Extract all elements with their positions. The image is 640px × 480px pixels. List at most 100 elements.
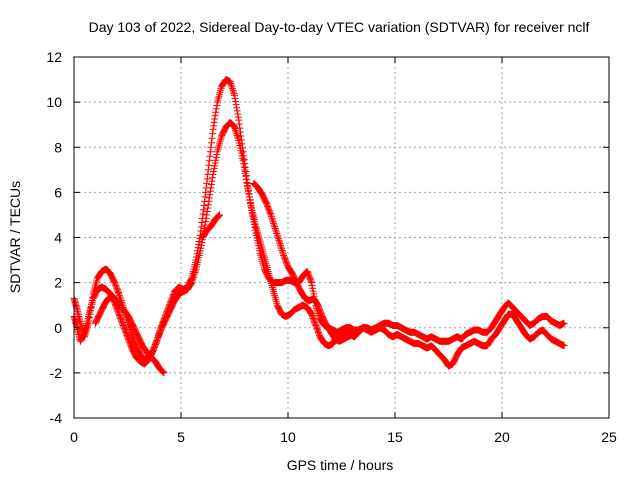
data-point: [234, 110, 242, 118]
data-point: [210, 122, 218, 130]
data-point: [188, 277, 196, 285]
data-point: [240, 163, 248, 171]
data-point: [211, 112, 219, 120]
data-point: [188, 279, 196, 287]
data-point: [209, 174, 217, 182]
data-point: [230, 90, 238, 98]
data-point: [207, 143, 215, 151]
x-tick-label: 0: [70, 429, 78, 445]
data-point: [209, 125, 217, 133]
data-point: [227, 80, 235, 88]
data-point: [235, 116, 243, 124]
data-point: [208, 177, 216, 185]
series-trace-a: [70, 76, 568, 363]
data-point: [274, 233, 282, 241]
data-point: [203, 208, 211, 216]
data-point: [160, 369, 168, 377]
data-point: [116, 293, 124, 301]
data-point: [204, 204, 212, 212]
data-point: [214, 213, 222, 221]
data-point: [271, 224, 279, 232]
series-trace-c: [91, 179, 356, 377]
data-point: [197, 223, 205, 231]
data-point: [279, 250, 287, 258]
x-tick-label: 15: [387, 429, 403, 445]
data-point: [233, 107, 241, 115]
data-point: [202, 218, 210, 226]
data-point: [202, 188, 210, 196]
data-point: [115, 292, 123, 300]
data-point: [277, 243, 285, 251]
data-point: [348, 331, 356, 339]
data-point: [207, 180, 215, 188]
data-point: [203, 179, 211, 187]
data-point: [158, 367, 166, 375]
data-point: [199, 210, 207, 218]
y-tick-label: 4: [54, 230, 62, 246]
y-tick-label: -4: [50, 410, 63, 426]
x-tick-label: 25: [601, 429, 617, 445]
data-point: [159, 368, 167, 376]
data-point: [232, 101, 240, 109]
data-point: [216, 211, 224, 219]
data-point: [306, 309, 314, 317]
data-point: [233, 131, 241, 139]
data-point: [199, 206, 207, 214]
data-point: [234, 113, 242, 121]
data-point: [190, 272, 198, 280]
y-tick-label: 12: [46, 49, 62, 65]
data-point: [210, 118, 218, 126]
data-point: [279, 248, 287, 256]
series-trace-b: [70, 118, 568, 370]
data-point: [233, 130, 241, 138]
data-point: [215, 212, 223, 220]
data-point: [234, 135, 242, 143]
y-tick-label: 8: [54, 139, 62, 155]
data-point: [278, 245, 286, 253]
data-point: [277, 241, 285, 249]
data-point: [231, 94, 239, 102]
data-point: [272, 228, 280, 236]
y-tick-label: 2: [54, 275, 62, 291]
data-point: [241, 169, 249, 177]
data-point: [191, 267, 199, 275]
data-point: [234, 133, 242, 141]
data-point: [187, 280, 195, 288]
data-point: [211, 115, 219, 123]
data-point: [275, 236, 283, 244]
data-point: [236, 124, 244, 132]
data-point: [207, 139, 215, 147]
data-point: [209, 130, 217, 138]
data-point: [243, 179, 251, 187]
data-point: [204, 166, 212, 174]
data-point: [206, 187, 214, 195]
data-point: [189, 275, 197, 283]
data-point: [80, 329, 88, 337]
data-point: [213, 102, 221, 110]
data-point: [270, 221, 278, 229]
data-point: [241, 166, 249, 174]
data-point: [313, 299, 321, 307]
data-point: [191, 268, 199, 276]
data-point: [190, 270, 198, 278]
data-point: [560, 342, 568, 350]
data-point: [202, 214, 210, 222]
data-point: [203, 211, 211, 219]
data-point: [232, 128, 240, 136]
data-point: [205, 194, 213, 202]
data-point: [114, 288, 122, 296]
data-point: [270, 219, 278, 227]
data-point: [273, 231, 281, 239]
data-point: [242, 172, 250, 180]
y-axis-label: SDTVAR / TECUs: [7, 181, 23, 293]
data-point: [231, 125, 239, 133]
x-tick-label: 5: [177, 429, 185, 445]
data-marks: [70, 76, 568, 377]
data-point: [205, 157, 213, 165]
data-point: [201, 193, 209, 201]
data-point: [266, 210, 274, 218]
data-point: [273, 230, 281, 238]
y-tick-label: -2: [50, 365, 63, 381]
data-point: [231, 123, 238, 131]
data-point: [269, 218, 277, 226]
